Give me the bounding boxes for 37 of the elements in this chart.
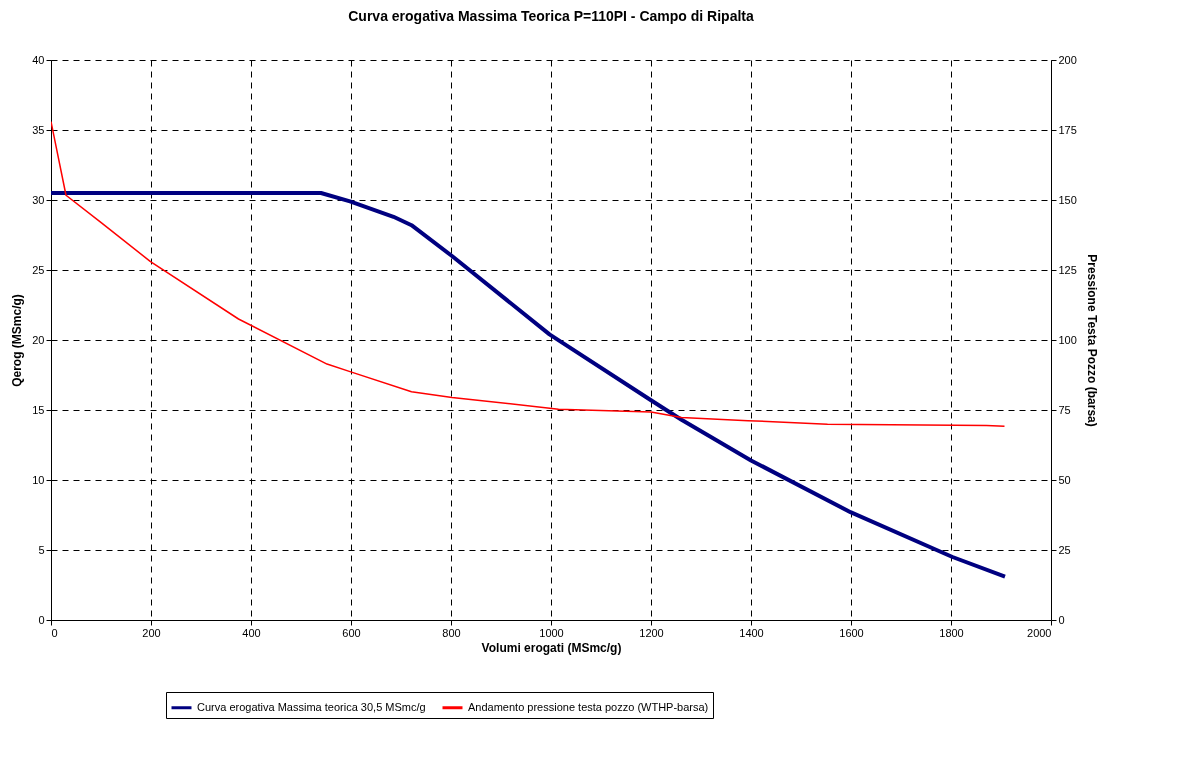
y-tick-label: 30 xyxy=(32,193,45,206)
x-tick-label: 1800 xyxy=(939,626,964,639)
y2-tick-label: 75 xyxy=(1058,403,1071,416)
y-tick-label: 15 xyxy=(32,403,45,416)
y2-tick-label: 175 xyxy=(1058,123,1077,136)
y-tick-label: 35 xyxy=(32,123,45,136)
legend-label: Curva erogativa Massima teorica 30,5 MSmc/g xyxy=(197,700,426,713)
y2-tick-label: 200 xyxy=(1058,53,1077,66)
x-tick-label: 1000 xyxy=(539,626,564,639)
x-tick-label: 600 xyxy=(342,626,361,639)
x-tick-label: 400 xyxy=(242,626,261,639)
line-series xyxy=(51,191,1007,579)
x-tick-label: 200 xyxy=(142,626,161,639)
x-tick-label: 1200 xyxy=(639,626,664,639)
y2-axis-title: Pressione Testa Pozzo (barsa) xyxy=(1084,254,1099,427)
y-axis-title: Qerog (MSmc/g) xyxy=(10,294,25,387)
chart-title: Curva erogativa Massima Teorica P=110PI - Campo di Ripalta xyxy=(348,8,754,24)
y2-tick-label: 50 xyxy=(1058,473,1071,486)
line-series xyxy=(51,120,1006,427)
x-tick-label: 0 xyxy=(51,626,58,639)
y2-tick-label: 25 xyxy=(1058,543,1071,556)
y2-tick-label: 100 xyxy=(1058,333,1077,346)
y2-tick-label: 125 xyxy=(1058,263,1077,276)
legend-label: Andamento pressione testa pozzo (WTHP-barsa) xyxy=(468,700,709,713)
y-tick-label: 0 xyxy=(38,613,45,626)
y-tick-label: 10 xyxy=(32,473,45,486)
y2-tick-label: 150 xyxy=(1058,193,1077,206)
x-tick-label: 1400 xyxy=(739,626,764,639)
y-tick-label: 20 xyxy=(32,333,45,346)
y-tick-label: 25 xyxy=(32,263,45,276)
x-tick-label: 1600 xyxy=(839,626,864,639)
y-tick-label: 40 xyxy=(32,53,45,66)
x-tick-label: 800 xyxy=(442,626,461,639)
x-tick-label: 2000 xyxy=(1027,626,1052,639)
x-axis-title: Volumi erogati (MSmc/g) xyxy=(481,640,622,655)
y2-tick-label: 0 xyxy=(1058,613,1065,626)
y-tick-label: 5 xyxy=(38,543,45,556)
